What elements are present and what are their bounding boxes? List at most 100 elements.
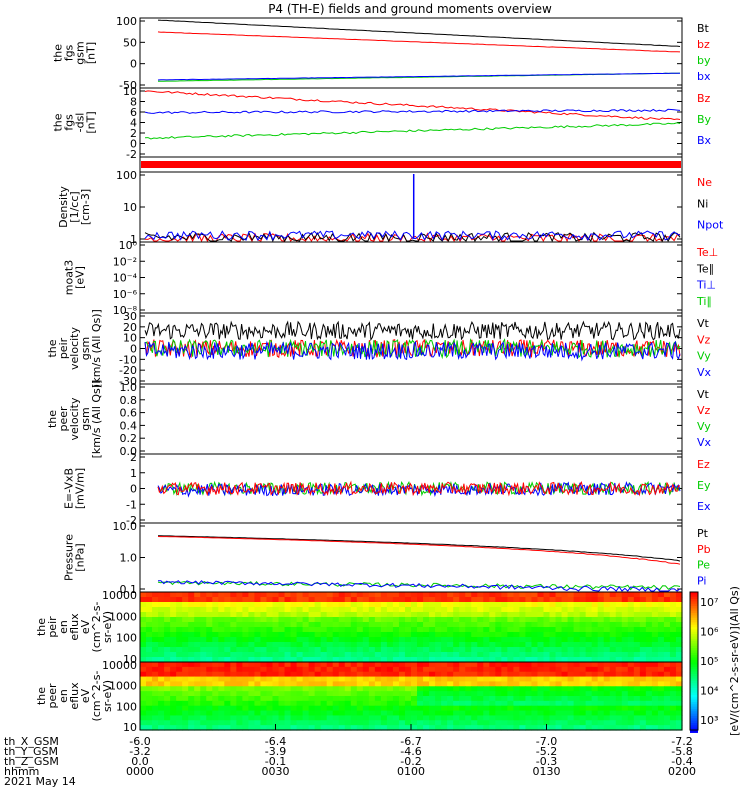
- xaxis-value: -3.2: [129, 745, 150, 758]
- ytick-label: 10: [123, 721, 137, 734]
- xaxis-row-label: hhmm: [4, 765, 39, 778]
- colorbar-tick: 10⁷: [700, 596, 718, 609]
- legend-Vx: Vx: [697, 436, 712, 449]
- colorbar-tick: 10⁵: [700, 655, 718, 668]
- panel-frame: [139, 171, 683, 243]
- legend-Ey: Ey: [697, 479, 711, 492]
- ytick-label: -20: [119, 364, 137, 377]
- legend-Te∥: Te∥: [696, 262, 714, 275]
- xaxis-value: 0200: [668, 765, 696, 778]
- xaxis-value: 0.0: [131, 755, 149, 768]
- ytick-label: 0.1: [120, 583, 138, 596]
- legend-Bt: Bt: [697, 22, 710, 35]
- series-Vx: [144, 340, 681, 362]
- legend-Vx: Vx: [697, 366, 712, 379]
- ytick-label: -1: [126, 498, 137, 511]
- ytick-label: 50: [123, 36, 137, 49]
- series-Vy: [144, 338, 681, 360]
- xaxis-value: -5.8: [671, 745, 692, 758]
- series-Pi: [157, 580, 681, 592]
- legend-Npot: Npot: [697, 219, 724, 232]
- xaxis-value: -6.0: [129, 735, 150, 748]
- xaxis-value: -4.6: [400, 745, 421, 758]
- series-Pt: [158, 535, 681, 562]
- ytick-label: 6: [130, 106, 137, 119]
- ytick-label: 10000: [102, 659, 137, 672]
- legend-Bx: Bx: [697, 134, 712, 147]
- ytick-label: 2: [130, 451, 137, 464]
- legend-Bz: Bz: [697, 92, 711, 105]
- colorbar-label: [eV/(cm^2-s-sr-eV)](All Qs): [728, 586, 741, 736]
- ytick-label: 10: [123, 653, 137, 666]
- series-Npot: [144, 230, 681, 242]
- ylabel: E=-VxB[mV/m]: [63, 468, 87, 509]
- xaxis-value: -7.0: [536, 735, 557, 748]
- panel-pressure: 10.0 1.0 0.1 Pressure[nPa] Pt Pb Pe Pi: [63, 520, 711, 596]
- ytick-label: 1.0: [120, 381, 138, 394]
- ytick-label: 30: [123, 310, 137, 323]
- xaxis-value: -3.9: [265, 745, 286, 758]
- ytick-label: 10000: [102, 589, 137, 602]
- colorbar-tick: 10⁴: [700, 685, 719, 698]
- ytick-label: -50: [119, 79, 137, 92]
- legend-Vy: Vy: [697, 420, 711, 433]
- legend-Ni: Ni: [697, 197, 708, 210]
- figure-title: P4 (TH-E) fields and ground moments over…: [268, 2, 552, 16]
- ytick-label: 0: [130, 138, 137, 151]
- series-Pb: [157, 536, 681, 565]
- ytick-label: 1000: [109, 610, 137, 623]
- panel-frame: [139, 522, 683, 593]
- xaxis-date: 2021 May 14: [4, 775, 76, 788]
- series-By: [144, 122, 681, 140]
- ylabel: Density[1/cc][cm-3]: [57, 186, 92, 228]
- legend-Ex: Ex: [697, 500, 711, 513]
- xaxis-row-label: th_Z_GSM: [4, 755, 59, 768]
- ytick-label: 10⁻⁸: [113, 304, 138, 317]
- legend-Ti∥: Ti∥: [696, 295, 712, 308]
- ytick-label: 0.4: [120, 419, 138, 432]
- legend-Pi: Pi: [697, 574, 706, 587]
- bar-strip-fill: [141, 161, 681, 168]
- ylabel: Pressure[nPa]: [63, 534, 87, 581]
- legend-Pt: Pt: [697, 527, 709, 540]
- ytick-label: 10: [123, 201, 137, 214]
- ytick-label: 0.2: [120, 432, 138, 445]
- xaxis-value: -0.1: [265, 755, 286, 768]
- colorbar-frame: [689, 591, 699, 731]
- legend-by: by: [697, 54, 711, 67]
- legend-Ti⊥: Ti⊥: [696, 279, 716, 292]
- xaxis-value: 0000: [126, 765, 154, 778]
- ytick-label: -30: [119, 375, 137, 388]
- ytick-label: -10: [119, 353, 137, 366]
- xaxis-value: 0130: [533, 765, 561, 778]
- legend-Pb: Pb: [697, 543, 711, 556]
- legend-By: By: [697, 113, 712, 126]
- ytick-label: 10⁰: [119, 239, 138, 252]
- ytick-label: 1: [130, 467, 137, 480]
- legend-Te⊥: Te⊥: [696, 246, 718, 259]
- xaxis-value: -6.4: [265, 735, 286, 748]
- legend-Vz: Vz: [697, 404, 711, 417]
- ytick-label: 10⁻²: [113, 255, 137, 268]
- series-Bz: [144, 90, 681, 121]
- ytick-label: 10: [123, 85, 137, 98]
- panel-frame: [139, 87, 683, 158]
- legend-Vt: Vt: [697, 317, 710, 330]
- ytick-label: 10: [123, 332, 137, 345]
- xaxis-row-label: th_Y_GSM: [4, 745, 58, 758]
- ylabel: thepeerenefluxeV(cm^2-s-sr-eV): [35, 671, 114, 722]
- xaxis-value: -5.2: [536, 745, 557, 758]
- ytick-label: 1000: [109, 680, 137, 693]
- ytick-label: 1: [130, 233, 137, 246]
- ytick-label: 0: [130, 58, 137, 71]
- legend-Pe: Pe: [697, 559, 710, 572]
- ytick-label: 100: [116, 632, 137, 645]
- ytick-label: 0.6: [120, 407, 138, 420]
- legend-bz: bz: [697, 38, 710, 51]
- ytick-label: 10.0: [113, 520, 138, 533]
- xaxis-value: 0030: [262, 765, 290, 778]
- series-Bt: [157, 19, 681, 47]
